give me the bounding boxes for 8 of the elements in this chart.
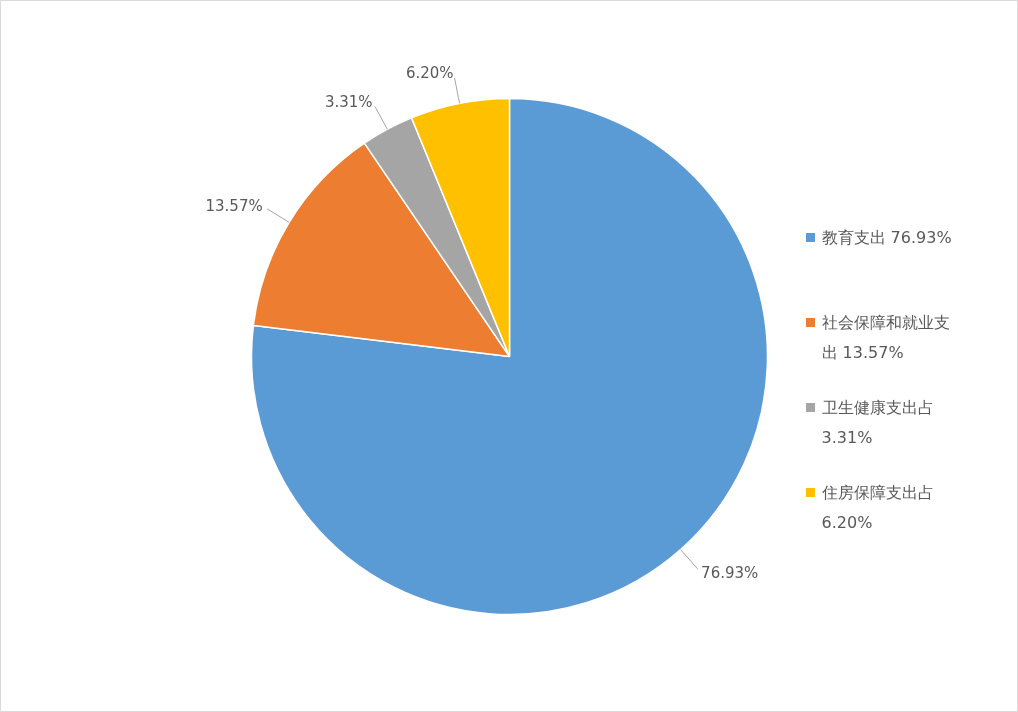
legend-label: 住房保障支出占6.20% xyxy=(820,482,934,532)
data-label: 3.31% xyxy=(324,93,373,112)
legend-label: 卫生健康支出占3.31% xyxy=(821,397,934,447)
legend-label: 社会保障和就业支出 13.57% xyxy=(821,312,950,362)
legend-label: 教育支出 76.93% xyxy=(821,227,952,247)
data-label: 13.57% xyxy=(205,197,263,216)
data-label: 6.20% xyxy=(405,64,454,82)
data-label: 76.93% xyxy=(701,563,759,582)
